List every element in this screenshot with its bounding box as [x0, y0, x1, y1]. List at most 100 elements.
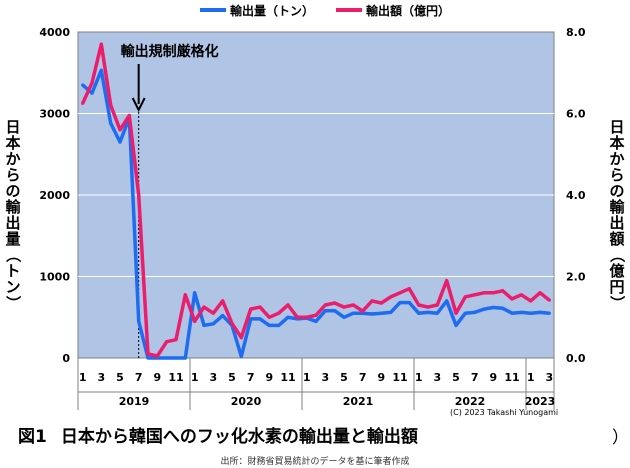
series-2-point — [221, 299, 225, 303]
series-2-point — [239, 336, 243, 340]
y-left-axis-label-char: 出 — [5, 214, 20, 232]
series-1-point — [463, 311, 467, 315]
series-1-point — [351, 311, 355, 315]
series-1-point — [417, 311, 421, 315]
series-1-point — [510, 311, 514, 315]
series-1-point — [398, 300, 402, 305]
x-month-tick-label: 9 — [266, 371, 274, 384]
y-left-axis-label-char: か — [5, 150, 20, 168]
series-1-point — [221, 314, 225, 318]
series-1-point — [473, 310, 477, 314]
series-1-point — [249, 317, 253, 321]
series-2-point — [81, 101, 85, 105]
series-1-point — [211, 322, 215, 326]
y-left-axis-label-char: 量 — [5, 230, 20, 248]
series-1-point — [370, 312, 374, 316]
y-left-axis-label-char: ） — [4, 295, 22, 310]
legend-label: 輸出量（トン） — [230, 3, 314, 18]
y-left-axis-label-char: ら — [5, 166, 20, 184]
series-1-point — [547, 311, 551, 315]
y-left-tick-label: 4000 — [39, 26, 70, 39]
series-1-point — [202, 323, 206, 327]
y-left-axis-label-char: 輸 — [5, 198, 21, 216]
x-month-tick-label: 3 — [546, 371, 554, 384]
caption-close-paren: ） — [612, 428, 629, 448]
y-right-axis-label-char: ） — [608, 295, 626, 310]
series-1-point — [183, 356, 187, 360]
series-2-point — [90, 81, 94, 85]
series-2-point — [510, 297, 514, 301]
y-right-axis-label-char: 本 — [609, 134, 624, 152]
x-month-tick-label: 9 — [378, 371, 386, 384]
y-right-axis-label-char: の — [609, 182, 624, 200]
series-1-point — [193, 291, 197, 295]
x-year-label: 2020 — [231, 395, 262, 408]
y-left-tick-label: 0 — [62, 352, 70, 365]
legend-label: 輸出額（億円） — [366, 3, 450, 18]
series-2-point — [407, 287, 411, 291]
x-month-tick-label: 5 — [340, 371, 348, 384]
series-2-point — [127, 113, 131, 118]
x-month-tick-label: 3 — [434, 371, 442, 384]
x-month-tick-label: 7 — [135, 371, 143, 384]
series-2-point — [99, 42, 103, 46]
figure-title: 日本から韓国へのフッ化水素の輸出量と輸出額 — [60, 427, 418, 447]
series-1-point — [379, 311, 383, 315]
series-1-point — [454, 323, 458, 327]
figure-caption: 図1 日本から韓国へのフッ化水素の輸出量と輸出額 — [18, 422, 418, 447]
x-month-tick-label: 9 — [490, 371, 498, 384]
series-1-point — [445, 299, 449, 303]
series-2-point — [463, 295, 467, 299]
series-1-point — [174, 356, 178, 360]
series-1-point — [426, 310, 430, 314]
source-note: 出所：財務省貿易統計のデータを基に筆者作成 — [220, 457, 410, 467]
series-2-point — [342, 305, 346, 309]
series-2-point — [295, 315, 299, 319]
series-2-point — [118, 128, 122, 132]
x-month-tick-label: 9 — [154, 371, 162, 384]
series-1-point — [258, 317, 262, 321]
series-2-point — [454, 311, 458, 315]
series-1-point — [165, 356, 169, 360]
y-right-axis-label-char: 日 — [609, 118, 624, 136]
series-1-point — [323, 309, 327, 313]
y-left-axis-label-char: 本 — [5, 134, 20, 152]
y-left-tick-label: 3000 — [39, 108, 70, 121]
x-month-tick-label: 11 — [504, 371, 519, 384]
y-right-axis-label-char: 輸 — [609, 198, 625, 216]
series-2-point — [305, 315, 309, 319]
series-1-point — [519, 310, 523, 314]
x-month-tick-label: 1 — [527, 371, 535, 384]
y-left-axis-label-char: の — [5, 182, 20, 200]
series-2-point — [491, 291, 495, 295]
series-2-point — [445, 278, 449, 283]
y-left-axis-label-char: 日 — [5, 118, 20, 136]
series-1-point — [407, 300, 411, 305]
series-2-point — [435, 303, 439, 307]
y-right-tick-label: 6.0 — [566, 108, 586, 121]
series-2-point — [398, 291, 402, 295]
y-left-axis-label-char: ン — [5, 278, 20, 296]
series-2-point — [314, 313, 318, 317]
series-1-point — [538, 310, 542, 314]
series-1-point — [333, 309, 337, 313]
series-2-point — [379, 301, 383, 305]
y-right-axis-label-char: 額 — [608, 230, 624, 248]
x-month-tick-label: 3 — [322, 371, 330, 384]
series-2-point — [333, 301, 337, 305]
figure-number: 図1 — [18, 427, 47, 447]
series-1-point — [90, 91, 94, 95]
series-1-point — [267, 323, 271, 327]
y-left-tick-label: 2000 — [39, 189, 70, 202]
series-1-point — [435, 311, 439, 315]
series-2-point — [174, 338, 178, 342]
series-2-point — [258, 305, 262, 309]
x-month-tick-label: 1 — [415, 371, 423, 384]
y-right-tick-label: 2.0 — [566, 271, 586, 284]
series-1-point — [109, 121, 113, 125]
x-month-tick-label: 11 — [280, 371, 295, 384]
x-month-tick-label: 5 — [116, 371, 124, 384]
x-month-tick-label: 3 — [98, 371, 106, 384]
series-2-point — [323, 303, 327, 307]
series-2-point — [389, 295, 393, 299]
